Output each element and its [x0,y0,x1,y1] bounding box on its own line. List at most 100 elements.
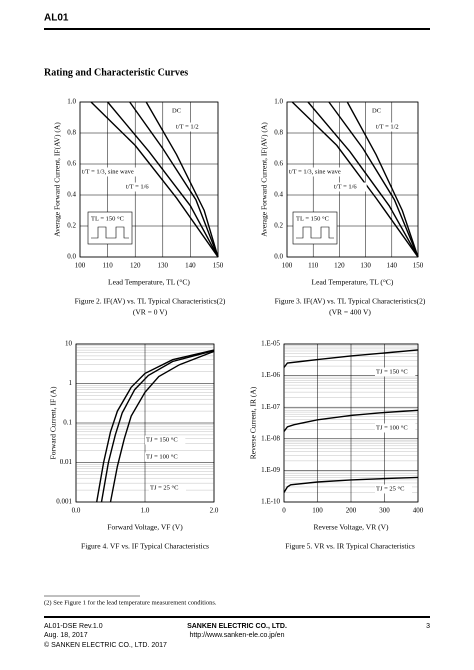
label-bg [175,122,209,132]
footer-company: SANKEN ELECTRIC CO., LTD. [187,623,287,630]
label-bg [375,367,416,377]
series-label: TJ = 100 °C [146,453,178,460]
curve [283,349,419,368]
series-label: TJ = 150 °C [376,368,408,375]
label-bg [125,182,159,192]
y-tick-label: 1.0 [67,98,76,106]
curve [100,349,215,503]
x-tick-label: 150 [213,262,224,270]
inset-label: TL = 150 °C [296,215,329,222]
figure-caption: Figure 2. IF(AV) vs. TL Typical Characte… [75,297,226,306]
curve [307,101,419,258]
curve [96,349,215,503]
series-label: t/T = 1/6 [334,183,357,190]
x-tick-label: 110 [102,262,113,270]
x-tick-label: 200 [346,507,357,515]
y-axis-label: Forward Current, IF (A) [49,386,58,459]
curve [346,101,419,258]
footer-url: http://www.sanken-ele.co.jp/en [190,632,285,639]
inset-waveform [296,226,334,239]
inset-box [292,211,338,245]
y-tick-label: 1.E-07 [261,403,280,411]
x-tick-label: 130 [158,262,169,270]
label-bg [81,167,151,177]
x-tick-label: 0.0 [72,507,81,515]
x-tick-label: 1.0 [141,507,150,515]
label-bg [371,106,382,116]
y-tick-label: 0.1 [63,419,72,427]
y-tick-label: 1.E-06 [261,371,280,379]
footer-copyright: © SANKEN ELECTRIC CO., LTD. 2017 [44,641,167,649]
y-tick-label: 0.8 [67,129,76,137]
y-tick-label: 1.E-05 [261,340,280,348]
y-tick-label: 0.0 [274,253,283,261]
inset-waveform [91,226,129,239]
series-label: TJ = 100 °C [376,424,408,431]
series-label: TJ = 25 °C [150,484,178,491]
x-axis-label: Forward Voltage, VF (V) [107,523,183,532]
y-tick-label: 0.01 [60,458,73,466]
figure-caption-sub: (VR = 400 V) [329,308,371,317]
series-label: TJ = 150 °C [146,436,178,443]
x-tick-label: 150 [413,262,424,270]
y-tick-label: 0.4 [67,191,76,199]
x-tick-label: 140 [185,262,196,270]
x-axis-label: Lead Temperature, TL (°C) [108,278,190,287]
curve [283,409,419,432]
y-tick-label: 1.E-09 [261,466,280,474]
page-number: 3 [426,623,430,630]
x-tick-label: 110 [308,262,319,270]
y-tick-label: 0.8 [274,129,283,137]
footnote: (2) See Figure 1 for the lead temperatur… [44,599,217,606]
series-label: t/T = 1/3, sine wave [82,168,134,175]
footer-date: Aug. 18, 2017 [44,632,88,639]
curve [291,101,419,258]
y-tick-label: 10 [65,340,73,348]
footer-doc: AL01-DSE Rev.1.0 [44,623,103,630]
curve [283,476,419,493]
figure-caption: Figure 4. VF vs. IF Typical Characterist… [81,542,209,551]
y-tick-label: 1.0 [274,98,283,106]
x-tick-label: 0 [282,507,286,515]
y-axis-label: Average Forward Current, IF(AV) (A) [260,122,269,237]
label-bg [288,167,358,177]
curve [328,101,419,258]
x-tick-label: 400 [413,507,424,515]
series-label: t/T = 1/3, sine wave [289,168,341,175]
y-tick-label: 0.2 [67,222,76,230]
inset-box [87,211,133,245]
series-label: t/T = 1/2 [176,123,199,130]
x-axis-label: Lead Temperature, TL (°C) [312,278,394,287]
label-bg [149,483,186,493]
series-label: DC [372,107,381,114]
y-tick-label: 0.0 [67,253,76,261]
x-tick-label: 2.0 [210,507,219,515]
y-tick-label: 1 [69,379,73,387]
series-label: DC [172,107,181,114]
figure-caption: Figure 3. IF(AV) vs. TL Typical Characte… [275,297,426,306]
x-tick-label: 130 [360,262,371,270]
label-bg [375,122,409,132]
y-tick-label: 0.6 [274,160,283,168]
label-bg [375,423,416,433]
label-bg [333,182,367,192]
y-tick-label: 0.4 [274,191,283,199]
x-tick-label: 120 [130,262,141,270]
y-tick-label: 0.2 [274,222,283,230]
figure-caption: Figure 5. VR vs. IR Typical Characterist… [285,542,415,551]
y-tick-label: 0.6 [67,160,76,168]
curve [109,350,215,503]
x-tick-label: 140 [387,262,398,270]
y-tick-label: 1.E-10 [261,498,280,506]
series-label: t/T = 1/2 [376,123,399,130]
curve [145,101,219,258]
series-label: t/T = 1/6 [126,183,149,190]
curve [107,101,219,258]
label-bg [171,106,182,116]
y-axis-label: Reverse Current, IR (A) [249,386,258,459]
x-tick-label: 100 [312,507,323,515]
label-bg [145,435,186,445]
x-tick-label: 100 [75,262,86,270]
label-bg [375,484,412,494]
